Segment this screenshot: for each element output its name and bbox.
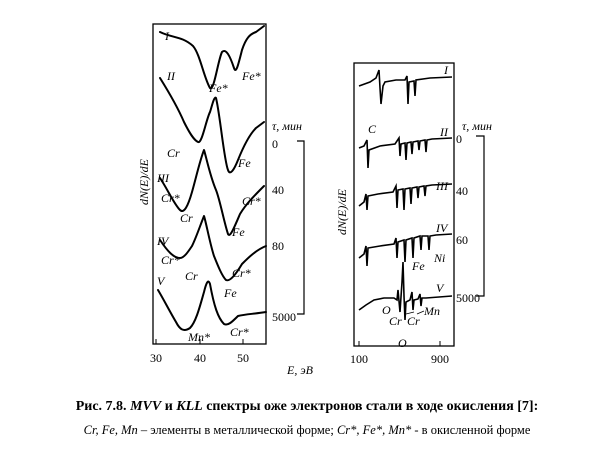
caption-prefix: Рис. 7.8. [75,399,127,414]
kll-time-tick: 0 [456,132,462,146]
mvv-y-axis-label: dN(E)/dE [137,158,151,205]
mvv-series-name: III [156,171,170,185]
caption-end: - в окисленной форме [414,423,531,437]
peak-label-mn: Mn [423,304,440,318]
caption-kll: KLL [176,399,203,414]
peak-label-fe: Fe [223,286,237,300]
peak-label-fe: Fe [237,156,251,170]
peak-label-mn-oxide: Mn* [187,330,210,344]
mvv-x-tick-label: 50 [237,351,249,365]
kll-time-tick: 40 [456,184,468,198]
mvv-time-tick: 0 [272,137,278,151]
mvv-x-tick-label: 40 [194,351,206,365]
kll-series-name: IV [435,221,449,235]
kll-x-tick-label: 900 [431,352,449,366]
caption-metal-elements: Cr, Fe, Mn [83,423,138,437]
peak-label-cr-oxide: Cr* [161,191,180,205]
mvv-time-axis-label: τ, мин [272,119,302,133]
mvv-panel: 30 40 50 E, эВ dN(E)/dE I II III IV V Fe… [137,23,314,377]
peak-label-cr-oxide: Cr* [161,253,180,267]
peak-label-fe-oxide: Fe* [208,81,228,95]
mvv-series-name: II [166,69,176,83]
mvv-x-tick-label: 30 [150,351,162,365]
kll-time-tick: 60 [456,233,468,247]
kll-x-tick-marks [358,341,441,346]
kll-series-I-line [358,69,453,105]
kll-series-V-line [358,261,453,321]
mvv-time-tick: 80 [272,239,284,253]
peak-label-cr: Cr [407,314,420,328]
mvv-series-I-line [159,25,265,90]
caption-oxide-elements: Cr*, Fe*, Mn* [336,423,412,437]
mvv-x-tick-marks [155,339,244,344]
peak-label-cr-oxide: Cr* [242,194,261,208]
peak-label-c: C [368,122,377,136]
figure-caption-legend: Cr, Fe, Mn – элементы в металлической фо… [0,423,614,438]
peak-label-fe: Fe [231,225,245,239]
mvv-time-tick: 40 [272,183,284,197]
mvv-time-bracket [297,140,305,315]
peak-label-cr: Cr [167,146,180,160]
mvv-series-name: V [157,274,166,288]
kll-label-leader-lines [405,310,425,315]
kll-series-II-line [358,135,453,169]
peak-label-cr: Cr [180,211,193,225]
kll-y-axis-label: dN(E)/dE [335,188,349,235]
caption-mvv: MVV [130,399,162,414]
kll-panel: 100 900 dN(E)/dE I II III IV V C Fe Ni O… [335,62,492,366]
kll-series-IV-line [358,233,453,267]
kll-time-bracket [476,135,485,297]
kll-time-axis-label: τ, мин [462,119,492,133]
peak-label-cr: Cr [185,269,198,283]
caption-and: и [164,399,173,414]
caption-mid: – элементы в металлической форме; [140,423,334,437]
mvv-series-IV-line [159,215,267,282]
mvv-series-II-line [159,77,265,174]
mvv-x-axis-label: E, эВ [286,363,314,377]
figure-caption-title: Рис. 7.8. MVV и KLL спектры оже электрон… [0,399,614,415]
peak-label-o: O [382,303,391,317]
peak-label-ni: Ni [433,251,445,265]
kll-series-name: II [439,125,449,139]
peak-label-fe-oxide: Fe* [241,69,261,83]
mvv-time-tick: 5000 [272,310,296,324]
kll-plot-frame [353,62,455,347]
kll-time-tick: 5000 [456,291,480,305]
peak-label-o: O [398,336,407,350]
peak-label-cr-oxide: Cr* [232,266,251,280]
mvv-series-name: IV [156,234,170,248]
caption-rest: спектры оже электронов стали в ходе окис… [206,399,539,414]
kll-series-name: III [435,179,449,193]
kll-x-tick-label: 100 [350,352,368,366]
mvv-series-III-line [159,149,265,236]
mvv-series-V-line [157,280,267,331]
kll-series-name: I [443,63,449,77]
peak-label-cr-oxide: Cr* [230,325,249,339]
mvv-series-name: I [164,29,170,43]
peak-label-cr: Cr [389,314,402,328]
kll-series-name: V [436,281,445,295]
kll-series-III-line [358,182,453,211]
mvv-plot-frame [152,23,267,345]
peak-label-fe: Fe [411,259,425,273]
